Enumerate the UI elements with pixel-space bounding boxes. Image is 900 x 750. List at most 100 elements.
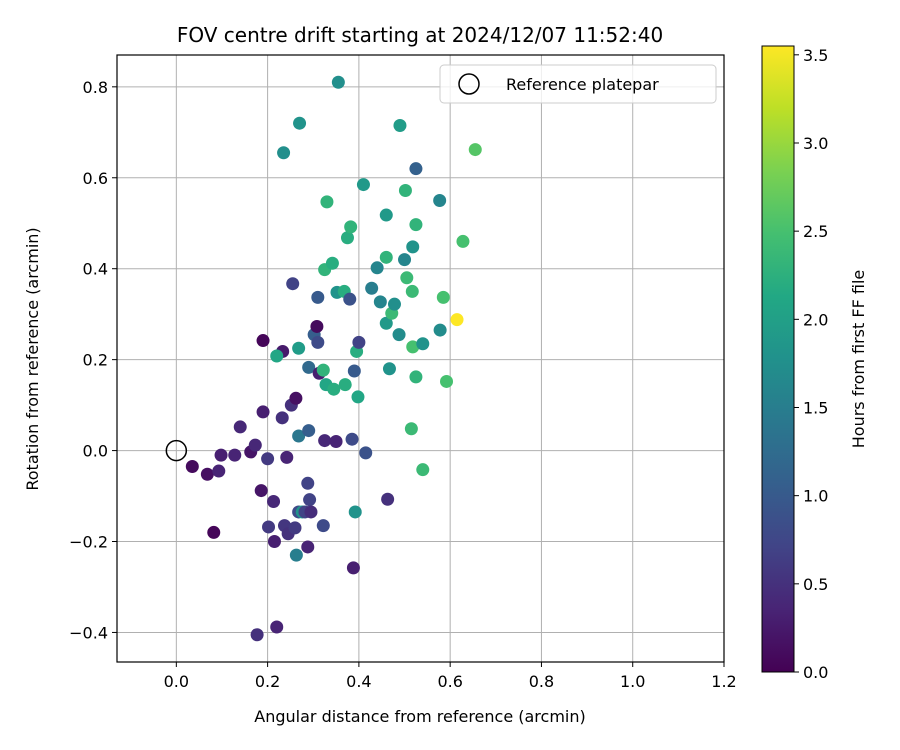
x-tick-label: 0.0 [164, 672, 189, 691]
legend-reference-label: Reference platepar [506, 75, 659, 94]
data-point [293, 116, 307, 130]
data-point [325, 256, 339, 270]
data-point [409, 162, 423, 176]
colorbar-tick-label: 3.5 [803, 46, 828, 65]
data-point [405, 284, 419, 298]
data-point [352, 335, 366, 349]
y-axis-label: Rotation from reference (arcmin) [23, 227, 42, 490]
data-point [292, 429, 306, 443]
data-points [165, 75, 482, 642]
data-point [301, 540, 315, 554]
colorbar-gradient [761, 45, 795, 673]
colorbar: 0.0 0.5 1.0 1.5 2.0 2.5 3.0 3.5 Hours from firs… [761, 45, 868, 682]
data-point [275, 411, 289, 425]
data-point [316, 519, 330, 533]
data-point [289, 548, 303, 562]
colorbar-tick-label: 2.5 [803, 222, 828, 241]
data-point [381, 492, 395, 506]
data-point [382, 362, 396, 376]
data-point [327, 382, 341, 396]
data-point [331, 75, 345, 89]
data-point [270, 349, 284, 363]
data-point [207, 525, 221, 539]
data-point [329, 434, 343, 448]
data-point [409, 370, 423, 384]
data-point [409, 218, 423, 232]
data-point [398, 253, 412, 267]
x-tick-label: 0.4 [346, 672, 371, 691]
legend: Reference platepar [439, 64, 717, 104]
data-point [256, 405, 270, 419]
data-point [320, 195, 334, 209]
y-tick-label: 0.4 [83, 260, 108, 279]
data-point [340, 231, 354, 245]
data-point [212, 464, 226, 478]
data-point [185, 459, 199, 473]
x-tick-label: 0.2 [255, 672, 280, 691]
colorbar-tick-label: 2.0 [803, 310, 828, 329]
data-point [302, 360, 316, 374]
grid-lines [117, 55, 725, 662]
data-point [365, 281, 379, 295]
x-axis-ticks: 0.0 0.2 0.4 0.6 0.8 1.0 1.2 [164, 662, 737, 691]
data-point [370, 261, 384, 275]
data-point [379, 316, 393, 330]
data-point [286, 277, 300, 291]
data-point [348, 505, 362, 519]
data-point [379, 208, 393, 222]
chart-title: FOV centre drift starting at 2024/12/07 … [177, 23, 663, 47]
data-point [406, 340, 420, 354]
y-tick-label: 0.6 [83, 169, 108, 188]
data-point [262, 520, 276, 534]
data-point [373, 295, 387, 309]
data-point [261, 452, 275, 466]
data-point [351, 390, 365, 404]
data-point [267, 494, 281, 508]
data-point [433, 193, 447, 207]
data-point [289, 391, 303, 405]
data-point [200, 467, 214, 481]
data-point [400, 271, 414, 285]
colorbar-tick-label: 1.5 [803, 398, 828, 417]
data-point [347, 364, 361, 378]
colorbar-tick-label: 1.0 [803, 487, 828, 506]
data-point [343, 292, 357, 306]
data-point [277, 146, 291, 160]
data-point [250, 628, 264, 642]
data-point [310, 319, 324, 333]
data-point [288, 521, 302, 535]
data-point [304, 505, 318, 519]
data-point [392, 328, 406, 342]
colorbar-tick-label: 0.0 [803, 663, 828, 682]
data-point [456, 234, 470, 248]
data-point [280, 450, 294, 464]
colorbar-tick-label: 3.0 [803, 134, 828, 153]
y-tick-label: −0.4 [69, 623, 108, 642]
data-point [440, 374, 454, 388]
data-point [318, 434, 332, 448]
plot-frame [116, 54, 725, 663]
data-point [292, 341, 306, 355]
data-point [398, 183, 412, 197]
data-point [416, 463, 430, 477]
data-point [436, 290, 450, 304]
data-point [228, 448, 242, 462]
data-point [404, 422, 418, 436]
data-point [344, 220, 358, 234]
reference-platepar-marker [165, 439, 188, 462]
data-point [356, 178, 370, 192]
data-point [311, 335, 325, 349]
colorbar-ticks: 0.0 0.5 1.0 1.5 2.0 2.5 3.0 3.5 [794, 46, 828, 682]
data-point [416, 337, 430, 351]
data-point [214, 448, 228, 462]
x-tick-label: 1.0 [620, 672, 645, 691]
y-tick-label: 0.8 [83, 78, 108, 97]
data-point [433, 323, 447, 337]
data-point [387, 297, 401, 311]
data-point [345, 432, 359, 446]
legend-box [439, 64, 717, 104]
y-tick-label: 0.2 [83, 351, 108, 370]
legend-reference-marker [458, 73, 480, 95]
data-point [256, 334, 270, 348]
